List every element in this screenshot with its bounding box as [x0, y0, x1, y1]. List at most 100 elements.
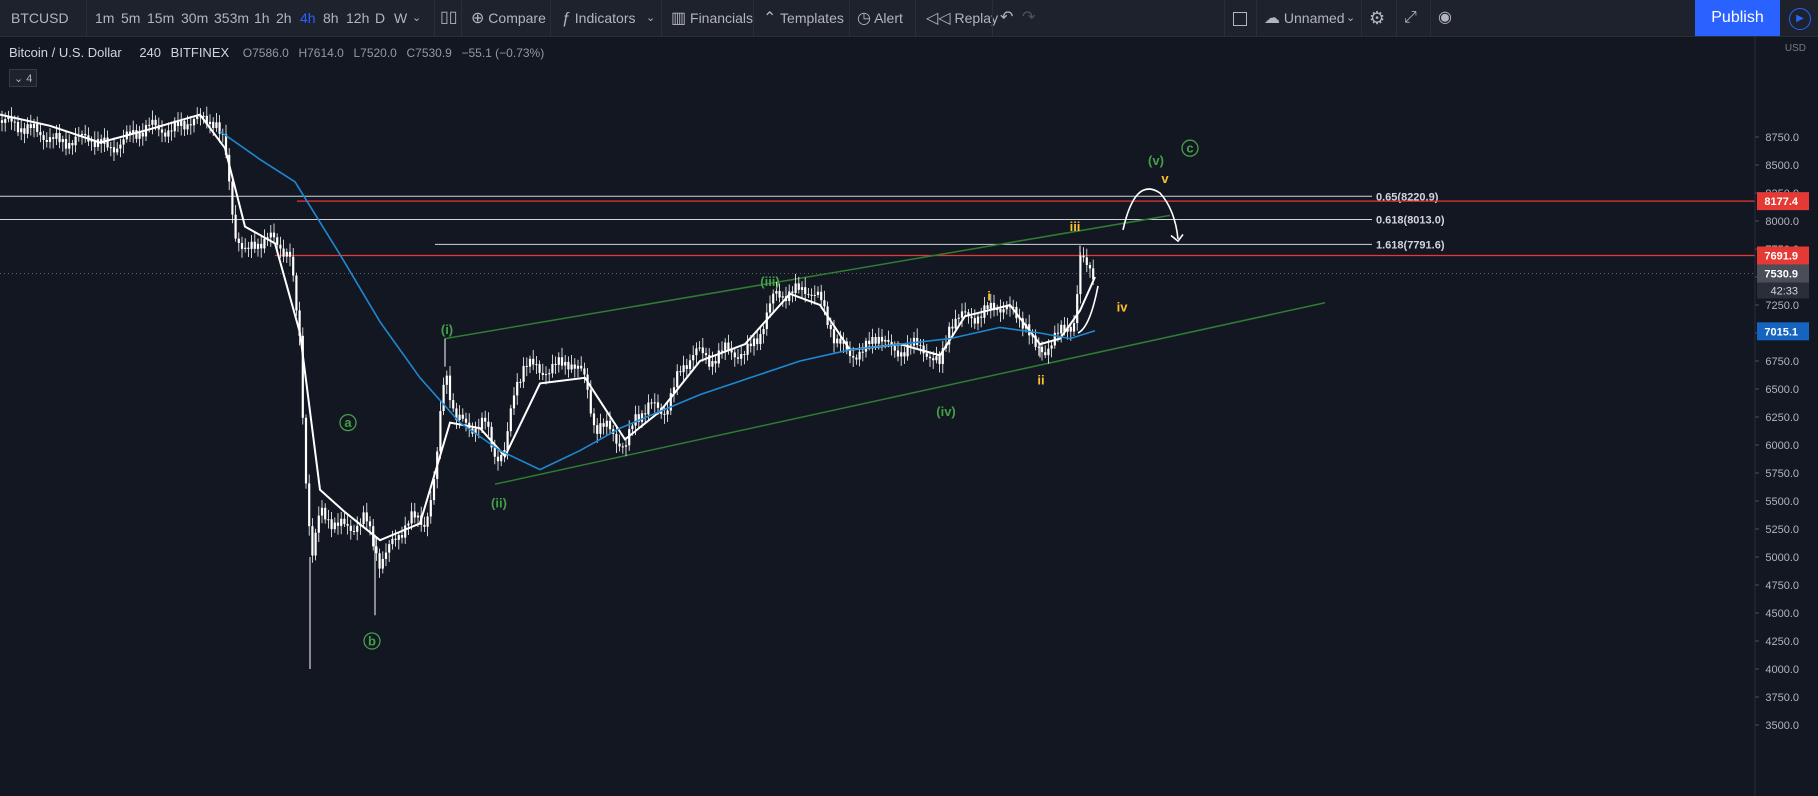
chevron-down-icon[interactable]: ⌄: [1346, 12, 1356, 24]
candle-body: [68, 142, 71, 149]
candle-body: [432, 479, 436, 501]
candle-body: [295, 275, 298, 311]
candle-body: [1012, 306, 1015, 308]
publish-button[interactable]: Publish: [1695, 0, 1780, 36]
undo-icon[interactable]: ↶: [1000, 9, 1014, 26]
candle-body: [637, 414, 640, 422]
candle-body: [189, 124, 192, 126]
candle-body: [794, 283, 797, 294]
candle-body: [823, 300, 826, 307]
candle-body: [196, 116, 199, 120]
candle-body: [413, 511, 416, 518]
candle-style-icon[interactable]: ▯▯: [440, 9, 458, 26]
wave-circle: [339, 413, 357, 432]
fullscreen-square-icon[interactable]: [1233, 0, 1247, 36]
candle-body: [580, 365, 583, 369]
candle-body: [384, 552, 388, 559]
legend-interval: 240: [139, 45, 162, 60]
wave-label: (i): [441, 322, 453, 337]
candle-body: [858, 351, 861, 360]
chevron-down-icon[interactable]: ⌄: [412, 12, 422, 24]
play-icon[interactable]: ▶: [1789, 0, 1811, 36]
wave-label: (ii): [491, 496, 507, 511]
projection-line: [1077, 285, 1099, 334]
layout-name-button[interactable]: ☁ Unnamed: [1264, 0, 1345, 36]
candle-body: [266, 237, 269, 239]
interval-30m[interactable]: 30m: [181, 10, 209, 26]
candle-body: [416, 515, 420, 518]
redo-icon[interactable]: ↷: [1022, 9, 1036, 26]
layout-name-label: Unnamed: [1283, 10, 1345, 26]
interval-12h[interactable]: 12h: [346, 10, 370, 26]
candle-body: [279, 244, 282, 249]
candle-body: [135, 130, 138, 139]
candle-body: [656, 402, 660, 408]
candle-body: [192, 119, 196, 126]
toolbar-divider: [550, 0, 551, 36]
candle-body: [903, 352, 906, 357]
price-chart[interactable]: 0.65(8220.9) 0.618(8013.0) 1.618(7791.6) (…: [0, 37, 1818, 796]
candle-body: [39, 131, 42, 136]
camera-icon[interactable]: ◉: [1438, 9, 1452, 26]
interval-353m[interactable]: 353m: [214, 10, 250, 26]
indicators-button[interactable]: ƒ Indicators: [562, 0, 636, 36]
price-tick-label: 6500.0: [1765, 384, 1799, 396]
candle-body: [397, 535, 400, 540]
candle-body: [1063, 324, 1066, 332]
candle-body: [464, 418, 468, 423]
symbol-search[interactable]: BTCUSD: [11, 10, 69, 26]
interval-15m[interactable]: 15m: [147, 10, 175, 26]
candle-body: [247, 247, 250, 249]
candle-body: [989, 302, 992, 309]
financials-button[interactable]: ▥ Financials: [671, 0, 753, 36]
candle-body: [925, 353, 928, 357]
candle-body: [948, 326, 951, 345]
interval-4h[interactable]: 4h: [300, 10, 316, 26]
candle-body: [516, 381, 519, 396]
templates-button[interactable]: ⌃ Templates: [763, 0, 844, 36]
candle-body: [954, 318, 957, 329]
candle-body: [1040, 346, 1044, 353]
candle-body: [768, 303, 772, 313]
candle-body: [426, 516, 429, 527]
interval-1h[interactable]: 1h: [254, 10, 270, 26]
candle-body: [890, 341, 893, 347]
price-tick-label: 4250.0: [1765, 636, 1799, 648]
templates-label: Templates: [780, 10, 844, 26]
replay-button[interactable]: ◁◁ Replay: [926, 0, 998, 36]
candle-body: [439, 411, 442, 452]
fullscreen-icon[interactable]: ⤢: [1404, 9, 1417, 26]
candle-body: [170, 130, 173, 132]
interval-D[interactable]: D: [375, 10, 386, 26]
interval-1m[interactable]: 1m: [95, 10, 115, 26]
candle-body: [852, 355, 855, 358]
legend-close: C7530.9: [406, 46, 452, 60]
candle-body: [375, 546, 378, 554]
indicators-label: Indicators: [574, 10, 636, 26]
toolbar-divider: [753, 0, 754, 36]
chevron-down-icon[interactable]: ⌄: [646, 12, 656, 24]
candle-body: [407, 523, 410, 526]
candle-body: [624, 445, 628, 447]
wave-label: c: [1186, 141, 1193, 156]
reversal-arrow: [1122, 188, 1179, 240]
candle-body: [829, 324, 832, 330]
candle-body: [311, 526, 314, 556]
resistance-tag-bg: [1757, 192, 1809, 211]
candle-body: [887, 339, 890, 342]
gear-icon[interactable]: ⚙: [1369, 8, 1386, 28]
candle-body: [996, 308, 999, 311]
price-axis[interactable]: 3500.0 3750.0 4000.0 4250.0 4500.0 4750.0 5000…: [1754, 37, 1818, 796]
toolbar-divider: [1361, 0, 1362, 36]
candle-body: [573, 364, 576, 369]
interval-8h[interactable]: 8h: [323, 10, 339, 26]
alert-button[interactable]: ◷ Alert: [857, 0, 903, 36]
fib-label: 0.65(8220.9): [1376, 191, 1439, 203]
candle-body: [525, 365, 528, 367]
moving-average-tag-bg: [1757, 322, 1809, 341]
legend-collapse-button[interactable]: ⌄ 4: [9, 69, 37, 87]
interval-W[interactable]: W: [394, 10, 408, 26]
compare-button[interactable]: ⊕ Compare: [471, 0, 546, 36]
interval-2h[interactable]: 2h: [276, 10, 292, 26]
interval-5m[interactable]: 5m: [121, 10, 141, 26]
